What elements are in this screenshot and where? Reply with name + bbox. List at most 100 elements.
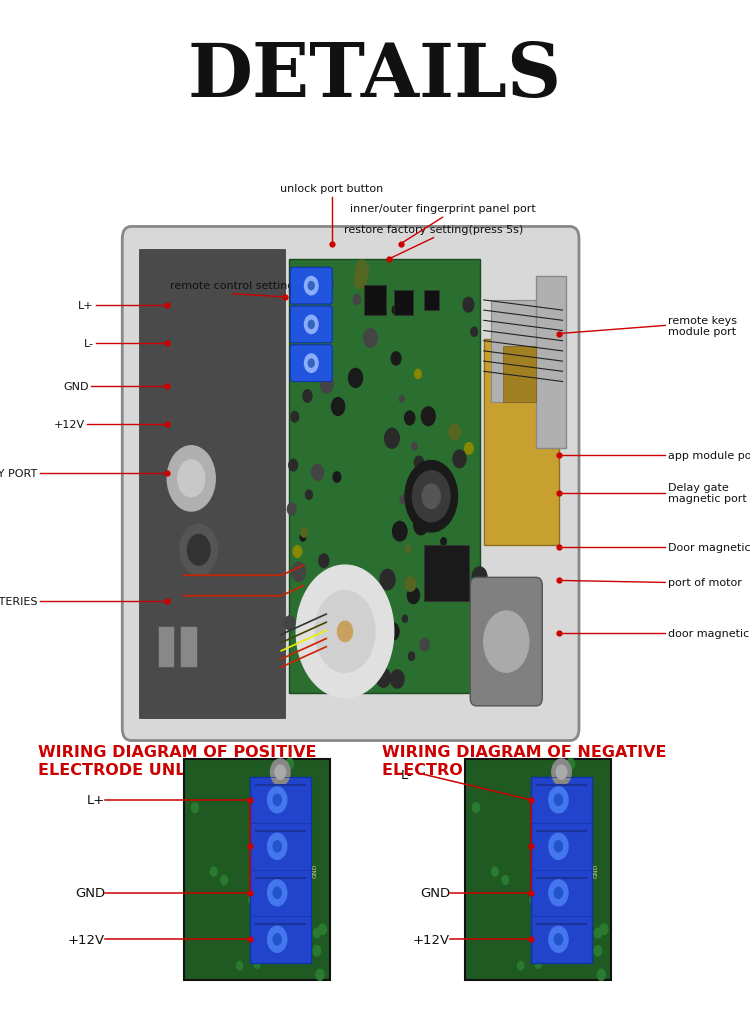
Circle shape xyxy=(273,841,281,852)
Circle shape xyxy=(549,834,568,859)
Text: port of motor: port of motor xyxy=(668,578,741,588)
Text: GND: GND xyxy=(63,381,88,391)
Text: +12V: +12V xyxy=(68,932,105,946)
Circle shape xyxy=(319,360,328,372)
Circle shape xyxy=(392,307,399,315)
Circle shape xyxy=(273,795,281,806)
Bar xyxy=(424,545,469,601)
Circle shape xyxy=(268,880,286,906)
Text: Door magnetic port: Door magnetic port xyxy=(668,542,750,552)
Circle shape xyxy=(268,926,286,953)
Circle shape xyxy=(308,321,314,329)
Circle shape xyxy=(453,450,466,468)
Text: 6V BATTERY PORT: 6V BATTERY PORT xyxy=(0,469,38,479)
Circle shape xyxy=(178,461,205,497)
Circle shape xyxy=(392,522,407,541)
Bar xyxy=(184,759,330,980)
Circle shape xyxy=(402,615,407,623)
Circle shape xyxy=(549,926,568,953)
Text: inner/outer fingerprint panel port: inner/outer fingerprint panel port xyxy=(350,204,536,214)
Bar xyxy=(139,250,285,718)
Circle shape xyxy=(472,568,487,587)
Circle shape xyxy=(405,546,410,553)
Circle shape xyxy=(380,570,395,590)
Circle shape xyxy=(377,294,386,307)
Circle shape xyxy=(191,803,199,813)
Circle shape xyxy=(167,446,215,512)
Circle shape xyxy=(422,408,435,426)
Text: restore factory setting(press 5s): restore factory setting(press 5s) xyxy=(344,224,524,234)
Bar xyxy=(394,290,412,316)
Circle shape xyxy=(574,906,581,916)
Circle shape xyxy=(322,277,333,291)
Circle shape xyxy=(448,425,460,440)
Circle shape xyxy=(354,273,367,289)
Text: Delay gate
magnetic port: Delay gate magnetic port xyxy=(668,482,746,504)
Circle shape xyxy=(597,969,605,980)
Circle shape xyxy=(376,668,391,688)
Circle shape xyxy=(554,888,562,899)
Circle shape xyxy=(304,277,318,296)
Circle shape xyxy=(554,795,562,806)
Circle shape xyxy=(400,496,406,503)
Circle shape xyxy=(220,875,227,884)
Text: unlock port button: unlock port button xyxy=(280,183,383,194)
Circle shape xyxy=(409,652,415,660)
Circle shape xyxy=(292,562,305,582)
Circle shape xyxy=(276,894,284,903)
Text: remote control setting: remote control setting xyxy=(170,280,295,290)
Bar xyxy=(364,285,386,316)
Circle shape xyxy=(273,933,281,945)
Circle shape xyxy=(554,933,562,945)
Circle shape xyxy=(275,765,286,780)
Circle shape xyxy=(303,390,312,403)
Bar xyxy=(484,339,559,545)
Text: L+: L+ xyxy=(87,794,105,807)
Circle shape xyxy=(595,928,602,938)
Circle shape xyxy=(286,759,293,769)
Circle shape xyxy=(415,370,422,379)
Bar xyxy=(424,290,439,311)
Circle shape xyxy=(533,823,543,837)
Circle shape xyxy=(316,969,324,980)
Text: GND: GND xyxy=(75,887,105,900)
Text: 4*AA BATTERIES: 4*AA BATTERIES xyxy=(0,596,38,606)
Circle shape xyxy=(252,823,262,837)
Circle shape xyxy=(236,962,242,970)
Circle shape xyxy=(300,534,306,541)
Bar xyxy=(503,346,536,403)
Circle shape xyxy=(315,591,375,673)
FancyBboxPatch shape xyxy=(290,345,332,382)
Circle shape xyxy=(472,803,480,813)
Circle shape xyxy=(305,490,312,500)
Circle shape xyxy=(301,528,307,538)
FancyBboxPatch shape xyxy=(470,578,542,706)
Circle shape xyxy=(379,609,388,622)
Circle shape xyxy=(254,960,260,968)
Circle shape xyxy=(594,946,602,956)
Text: WIRING DIAGRAM OF POSITIVE
ELECTRODE UNLOCKING: WIRING DIAGRAM OF POSITIVE ELECTRODE UNL… xyxy=(38,744,316,777)
Circle shape xyxy=(556,765,567,780)
Text: door magnetic with line: door magnetic with line xyxy=(668,629,750,639)
Circle shape xyxy=(414,457,424,469)
Circle shape xyxy=(414,516,428,535)
Circle shape xyxy=(600,924,608,934)
Circle shape xyxy=(349,369,362,388)
Circle shape xyxy=(536,960,542,968)
Circle shape xyxy=(314,928,320,938)
Circle shape xyxy=(271,759,290,786)
Circle shape xyxy=(292,906,300,916)
Circle shape xyxy=(291,412,298,423)
Circle shape xyxy=(353,296,361,306)
Circle shape xyxy=(287,503,296,516)
Circle shape xyxy=(571,827,578,838)
Circle shape xyxy=(268,834,286,859)
Circle shape xyxy=(304,355,318,373)
Text: GND: GND xyxy=(420,887,450,900)
Bar xyxy=(536,277,566,448)
Circle shape xyxy=(567,759,574,769)
Bar xyxy=(491,301,562,403)
Circle shape xyxy=(289,460,298,472)
Circle shape xyxy=(180,525,218,576)
Circle shape xyxy=(420,639,429,651)
